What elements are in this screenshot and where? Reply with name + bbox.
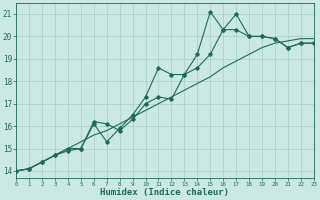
X-axis label: Humidex (Indice chaleur): Humidex (Indice chaleur) — [100, 188, 229, 197]
